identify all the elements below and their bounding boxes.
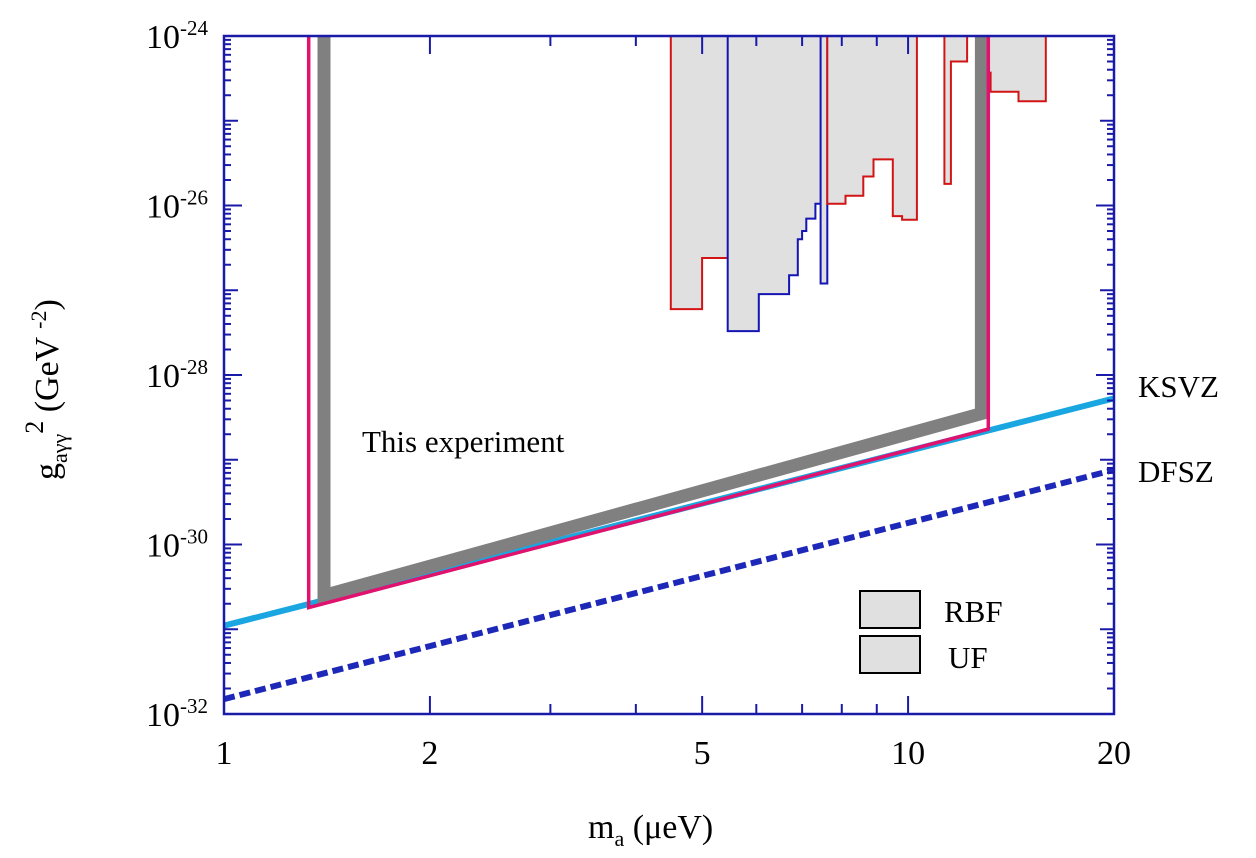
exclusion-edge-uf-1 bbox=[726, 36, 821, 333]
exclusion-fill-4 bbox=[944, 36, 968, 184]
y-tick-label: 10-28 bbox=[146, 355, 208, 395]
y-axis-title: gaγγ2 (GeV -2) bbox=[20, 299, 72, 480]
exclusion-fill-3 bbox=[827, 36, 917, 220]
x-tick-label: 10 bbox=[891, 735, 925, 772]
this-experiment-thick-gray-line bbox=[317, 36, 988, 605]
exclusion-edge-rbf-3 bbox=[826, 36, 918, 221]
exclusion-edge-rbf-4 bbox=[943, 36, 969, 185]
annotation-ksvz: KSVZ bbox=[1138, 369, 1219, 404]
x-tick-label: 2 bbox=[421, 735, 438, 772]
exclusion-fill-1 bbox=[727, 36, 821, 332]
this-experiment-pink-line bbox=[306, 36, 991, 610]
legend-label-rbf: RBF bbox=[944, 594, 1003, 629]
exclusion-regions bbox=[669, 36, 1047, 333]
x-tick-label: 1 bbox=[216, 735, 233, 772]
exclusion-fill-2 bbox=[820, 36, 828, 284]
y-tick-label: 10-24 bbox=[146, 16, 208, 56]
x-tick-label: 20 bbox=[1097, 735, 1131, 772]
legend-label-uf: UF bbox=[948, 640, 988, 675]
annotation-dfsz: DFSZ bbox=[1138, 454, 1214, 489]
series-lines bbox=[223, 36, 1115, 703]
exclusion-fill-0 bbox=[670, 36, 731, 310]
legend-swatch-rbf bbox=[859, 590, 921, 629]
legend: RBF UF bbox=[859, 590, 1003, 675]
dfsz-dashed-line bbox=[223, 466, 1115, 703]
legend-swatch-uf bbox=[859, 635, 921, 674]
annotation-this-experiment: This experiment bbox=[362, 424, 565, 459]
x-axis-title: ma (μeV) bbox=[588, 809, 713, 851]
y-tick-label: 10-32 bbox=[146, 694, 208, 734]
y-tick-label: 10-30 bbox=[146, 525, 208, 565]
plot-frame bbox=[222, 34, 1116, 716]
exclusion-fill-5 bbox=[988, 36, 1046, 102]
tick-labels: 1 2 5 10 20 10-32 10-30 10-28 10-26 10-24 bbox=[146, 16, 1131, 772]
x-tick-label: 5 bbox=[694, 735, 711, 772]
y-tick-label: 10-26 bbox=[146, 186, 208, 226]
